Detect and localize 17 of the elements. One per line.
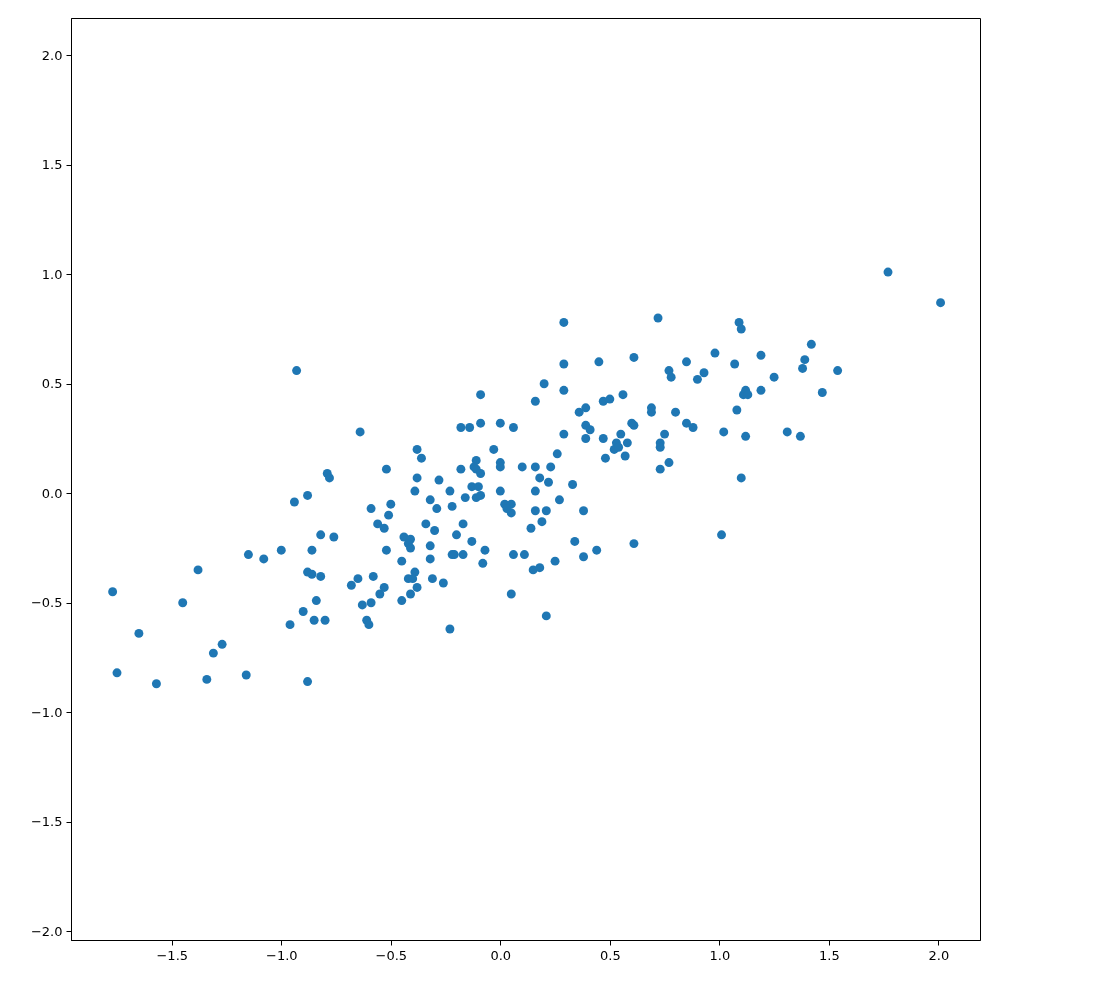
y-tick-label: 0.0: [41, 485, 63, 501]
y-tick-label: −2.0: [30, 923, 63, 939]
y-tick-label: −1.0: [30, 704, 63, 720]
x-tick-label: −1.5: [156, 947, 189, 963]
y-tick-label: 1.5: [41, 157, 63, 173]
x-tick-label: 0.5: [599, 947, 621, 963]
y-tick-label: 2.0: [41, 47, 63, 63]
x-tick-label: 2.0: [928, 947, 950, 963]
x-tick-label: −0.5: [375, 947, 408, 963]
y-tick-label: 1.0: [41, 266, 63, 282]
x-tick-label: 1.5: [819, 947, 840, 963]
x-tick-label: 1.0: [709, 947, 731, 963]
x-tick-label: 0.0: [490, 947, 512, 963]
y-tick-label: −1.5: [30, 814, 63, 830]
y-tick-label: −0.5: [30, 595, 63, 611]
y-tick-label: 0.5: [41, 376, 63, 392]
x-tick-label: −1.0: [265, 947, 298, 963]
